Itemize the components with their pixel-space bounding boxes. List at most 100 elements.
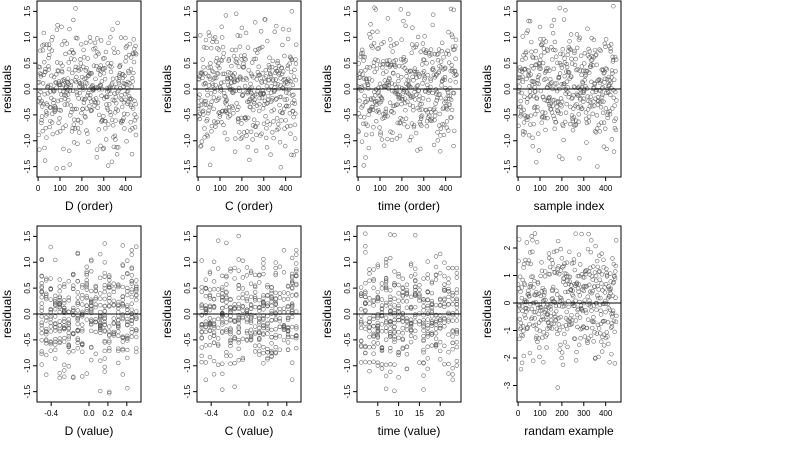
data-point xyxy=(116,73,122,78)
data-point xyxy=(265,320,270,326)
data-point xyxy=(273,290,278,296)
data-point xyxy=(450,292,455,298)
data-point xyxy=(211,76,217,81)
data-point xyxy=(100,146,106,152)
data-point xyxy=(444,106,449,111)
data-point xyxy=(597,129,602,134)
data-point xyxy=(261,256,266,262)
data-point xyxy=(289,255,295,261)
data-point xyxy=(252,296,258,301)
data-point xyxy=(367,324,372,329)
data-point xyxy=(99,93,104,98)
data-point xyxy=(243,115,248,120)
data-point xyxy=(400,276,405,281)
data-point xyxy=(273,81,278,87)
data-point xyxy=(442,361,447,367)
data-point xyxy=(592,129,598,134)
data-point xyxy=(438,323,443,329)
data-point xyxy=(38,89,43,95)
data-point xyxy=(231,74,236,79)
data-point xyxy=(66,349,71,355)
data-point xyxy=(211,325,217,331)
data-point xyxy=(420,96,426,101)
data-point xyxy=(612,329,617,335)
data-point xyxy=(454,275,460,280)
data-point xyxy=(534,80,540,86)
data-point xyxy=(594,258,600,264)
data-point xyxy=(80,349,85,354)
data-point xyxy=(107,292,112,297)
data-point xyxy=(438,149,443,154)
data-point xyxy=(606,284,611,289)
data-point xyxy=(397,120,403,125)
data-point xyxy=(241,130,247,135)
data-point xyxy=(224,274,229,280)
data-point xyxy=(596,287,601,292)
data-point xyxy=(98,251,103,257)
data-point xyxy=(66,322,71,327)
data-point xyxy=(567,279,572,284)
x-tick-label: 20 xyxy=(436,409,445,418)
data-point xyxy=(277,306,283,312)
data-point xyxy=(575,324,580,330)
data-point xyxy=(522,282,528,287)
data-point xyxy=(558,246,563,252)
data-point xyxy=(420,62,425,67)
data-point xyxy=(585,338,590,343)
data-point xyxy=(102,356,107,361)
data-point xyxy=(48,286,53,292)
data-point xyxy=(587,70,592,75)
data-point xyxy=(435,138,440,143)
data-point xyxy=(265,346,270,352)
data-point xyxy=(57,302,62,307)
data-point xyxy=(261,303,266,308)
data-point xyxy=(608,325,614,330)
data-point xyxy=(48,348,53,353)
data-point xyxy=(134,115,139,120)
data-point xyxy=(543,39,549,44)
data-point xyxy=(57,116,62,121)
data-point xyxy=(564,61,569,67)
data-point xyxy=(130,79,135,84)
data-point xyxy=(438,318,443,324)
data-point xyxy=(96,51,101,57)
data-point xyxy=(207,335,213,340)
data-point xyxy=(363,350,368,356)
data-point xyxy=(535,108,540,113)
data-point xyxy=(210,146,215,152)
data-point xyxy=(439,40,445,45)
data-point xyxy=(111,298,116,303)
data-point xyxy=(199,139,205,144)
data-point xyxy=(608,46,613,51)
data-point xyxy=(614,313,619,319)
data-point xyxy=(554,288,559,293)
data-point xyxy=(522,129,528,135)
data-point xyxy=(363,344,368,350)
data-point xyxy=(433,101,438,106)
data-point xyxy=(535,281,541,286)
data-point xyxy=(587,104,593,109)
data-point xyxy=(125,355,130,361)
data-point xyxy=(417,107,422,113)
y-tick-label: 1.0 xyxy=(23,256,32,268)
data-point xyxy=(602,70,607,75)
data-point xyxy=(358,293,364,298)
data-point xyxy=(44,338,49,343)
data-point xyxy=(228,327,233,333)
data-point xyxy=(404,327,410,332)
data-point xyxy=(447,102,453,107)
data-point xyxy=(430,90,435,96)
data-point xyxy=(57,277,62,282)
data-point xyxy=(433,322,439,327)
data-point xyxy=(134,292,139,298)
data-point xyxy=(240,314,246,319)
data-point xyxy=(577,156,582,161)
data-point xyxy=(120,275,125,280)
data-point xyxy=(290,93,295,98)
data-point xyxy=(402,100,408,106)
data-point xyxy=(367,271,372,276)
data-point xyxy=(607,360,612,365)
data-point xyxy=(363,250,368,255)
data-point xyxy=(527,94,532,99)
data-point xyxy=(396,305,401,311)
